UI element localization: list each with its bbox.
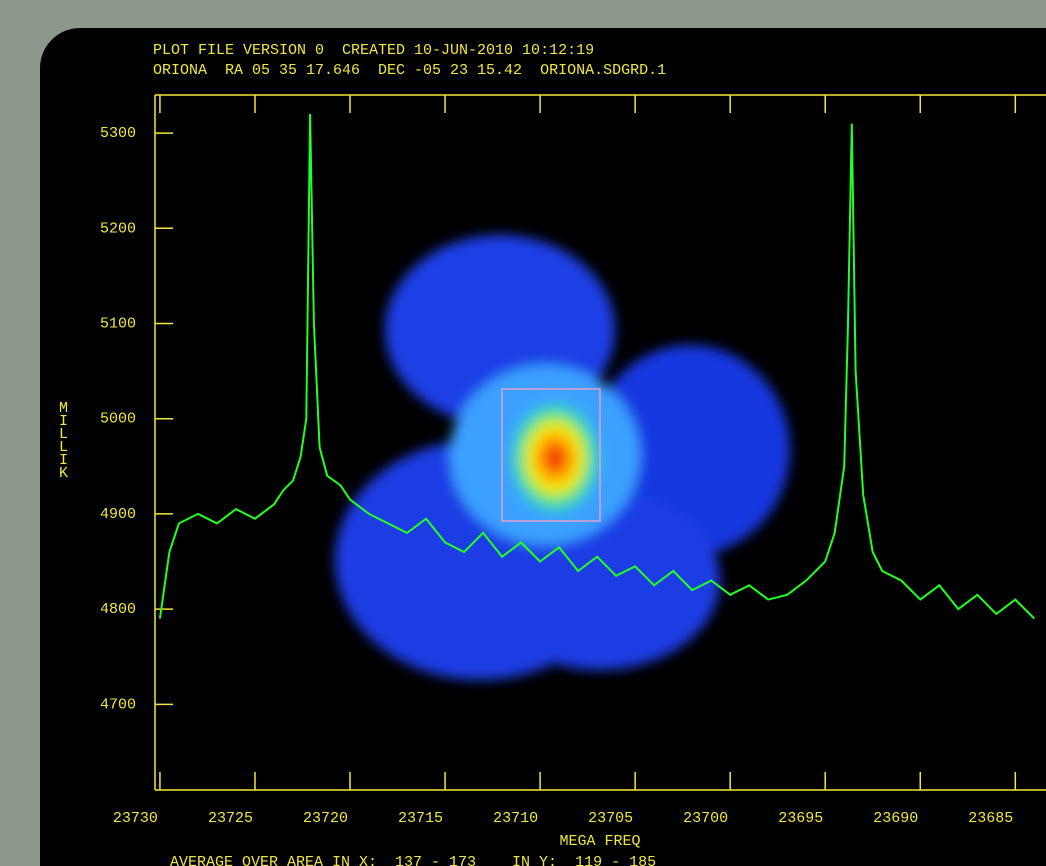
- footer: AVERAGE OVER AREA IN X: 137 - 173 IN Y: …: [170, 854, 656, 866]
- y-tick-label: 5100: [100, 315, 136, 332]
- screen: PLOT FILE VERSION 0 CREATED 10-JUN-2010 …: [0, 0, 1046, 866]
- x-tick-label: 23720: [303, 810, 348, 827]
- x-tick-label: 23690: [873, 810, 918, 827]
- x-tick-label: 23730: [113, 810, 158, 827]
- page: {"chart_data": {"type": "line", "header"…: [0, 0, 1046, 866]
- x-tick-label: 23710: [493, 810, 538, 827]
- x-axis-label: MEGA FREQ: [559, 833, 640, 850]
- y-tick-label: 4900: [100, 506, 136, 523]
- y-tick-label: 4700: [100, 696, 136, 713]
- y-tick-label: 5300: [100, 125, 136, 142]
- header-line: ORIONA RA 05 35 17.646 DEC -05 23 15.42 …: [153, 62, 666, 79]
- x-tick-label: 23700: [683, 810, 728, 827]
- y-tick-label: 4800: [100, 601, 136, 618]
- x-tick-label: 23695: [778, 810, 823, 827]
- x-tick-label: 23725: [208, 810, 253, 827]
- x-tick-label: 23685: [968, 810, 1013, 827]
- x-tick-label: 23705: [588, 810, 633, 827]
- header-line: PLOT FILE VERSION 0 CREATED 10-JUN-2010 …: [153, 42, 594, 59]
- x-tick-label: 23715: [398, 810, 443, 827]
- y-tick-label: 5000: [100, 411, 136, 428]
- y-tick-label: 5200: [100, 220, 136, 237]
- y-axis-label: MILLIK: [55, 400, 72, 478]
